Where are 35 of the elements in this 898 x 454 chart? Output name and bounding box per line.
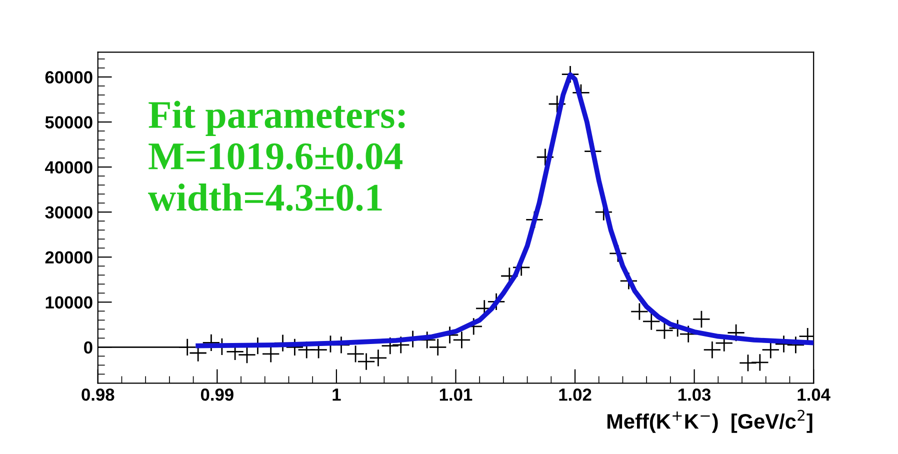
x-tick-label: 1.02	[559, 388, 592, 401]
x-tick-label: 1.04	[798, 388, 830, 401]
y-tick-label: 50000	[45, 116, 92, 128]
annotation: Fit parameters:	[148, 100, 405, 136]
x-tick-label: 1.03	[678, 388, 711, 401]
point	[286, 338, 304, 356]
x-tick-label: 1.01	[440, 388, 472, 401]
point	[346, 344, 365, 363]
point	[692, 310, 710, 328]
point	[738, 354, 758, 372]
point	[642, 312, 660, 331]
annotation: width=4.3±0.1	[148, 184, 382, 212]
point	[750, 353, 769, 372]
annotation: M=1019.6±0.04	[148, 143, 402, 170]
point	[679, 325, 698, 344]
y-tick-label: 40000	[45, 161, 92, 174]
point	[392, 336, 410, 354]
y-tick-label: 20000	[45, 251, 92, 264]
point	[703, 340, 722, 359]
point	[655, 321, 674, 340]
point	[428, 338, 447, 356]
y-tick-label: 10000	[46, 296, 92, 309]
point	[786, 336, 805, 354]
x-tick-label: 1	[332, 388, 341, 401]
point	[357, 352, 376, 371]
point	[630, 302, 648, 321]
y-tick-label: 30000	[45, 206, 92, 219]
x-tick-label: 0.99	[200, 388, 234, 401]
point	[369, 348, 388, 367]
point	[381, 336, 400, 355]
y-tick-label: 0	[84, 341, 92, 354]
point	[452, 330, 471, 349]
y-tick-label: 60000	[45, 71, 92, 84]
x-axis-title: Meff(K$^{+}$K$^{−}$) [GeV/c$^{2}$]	[607, 410, 812, 433]
x-tick-label: 0.98	[82, 388, 114, 401]
